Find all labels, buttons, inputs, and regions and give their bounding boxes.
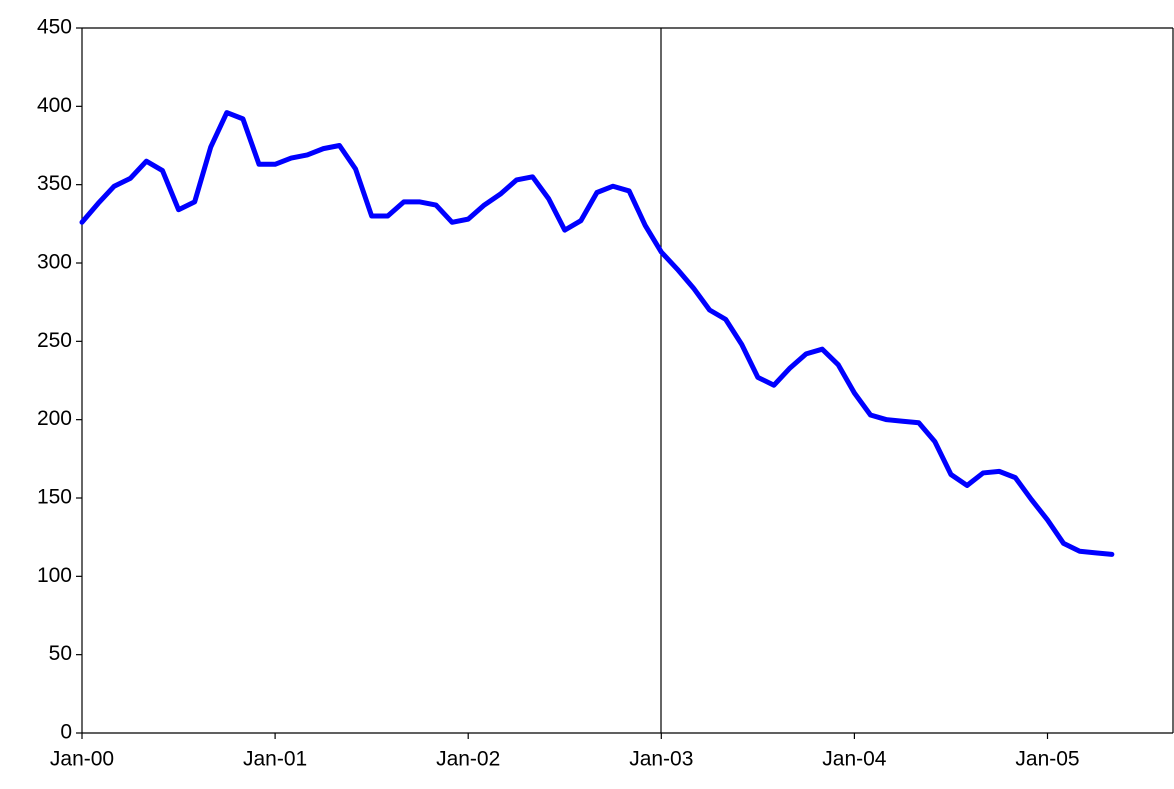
y-tick-label: 250	[37, 329, 72, 352]
y-tick-label: 150	[37, 486, 72, 509]
x-tick-label: Jan-00	[50, 748, 114, 771]
y-tick-label: 0	[60, 721, 72, 744]
x-tick-label: Jan-05	[1015, 748, 1079, 771]
x-tick-label: Jan-03	[629, 748, 693, 771]
y-tick-label: 200	[37, 407, 72, 430]
y-tick-label: 100	[37, 564, 72, 587]
y-tick-label: 50	[49, 642, 72, 665]
y-tick-label: 400	[37, 94, 72, 117]
y-tick-label: 300	[37, 251, 72, 274]
y-tick-label: 450	[37, 16, 72, 39]
x-tick-label: Jan-01	[243, 748, 307, 771]
data-line	[79, 110, 1115, 557]
x-tick-label: Jan-04	[822, 748, 887, 771]
x-tick-label: Jan-02	[436, 748, 500, 771]
y-tick-label: 350	[37, 172, 72, 195]
